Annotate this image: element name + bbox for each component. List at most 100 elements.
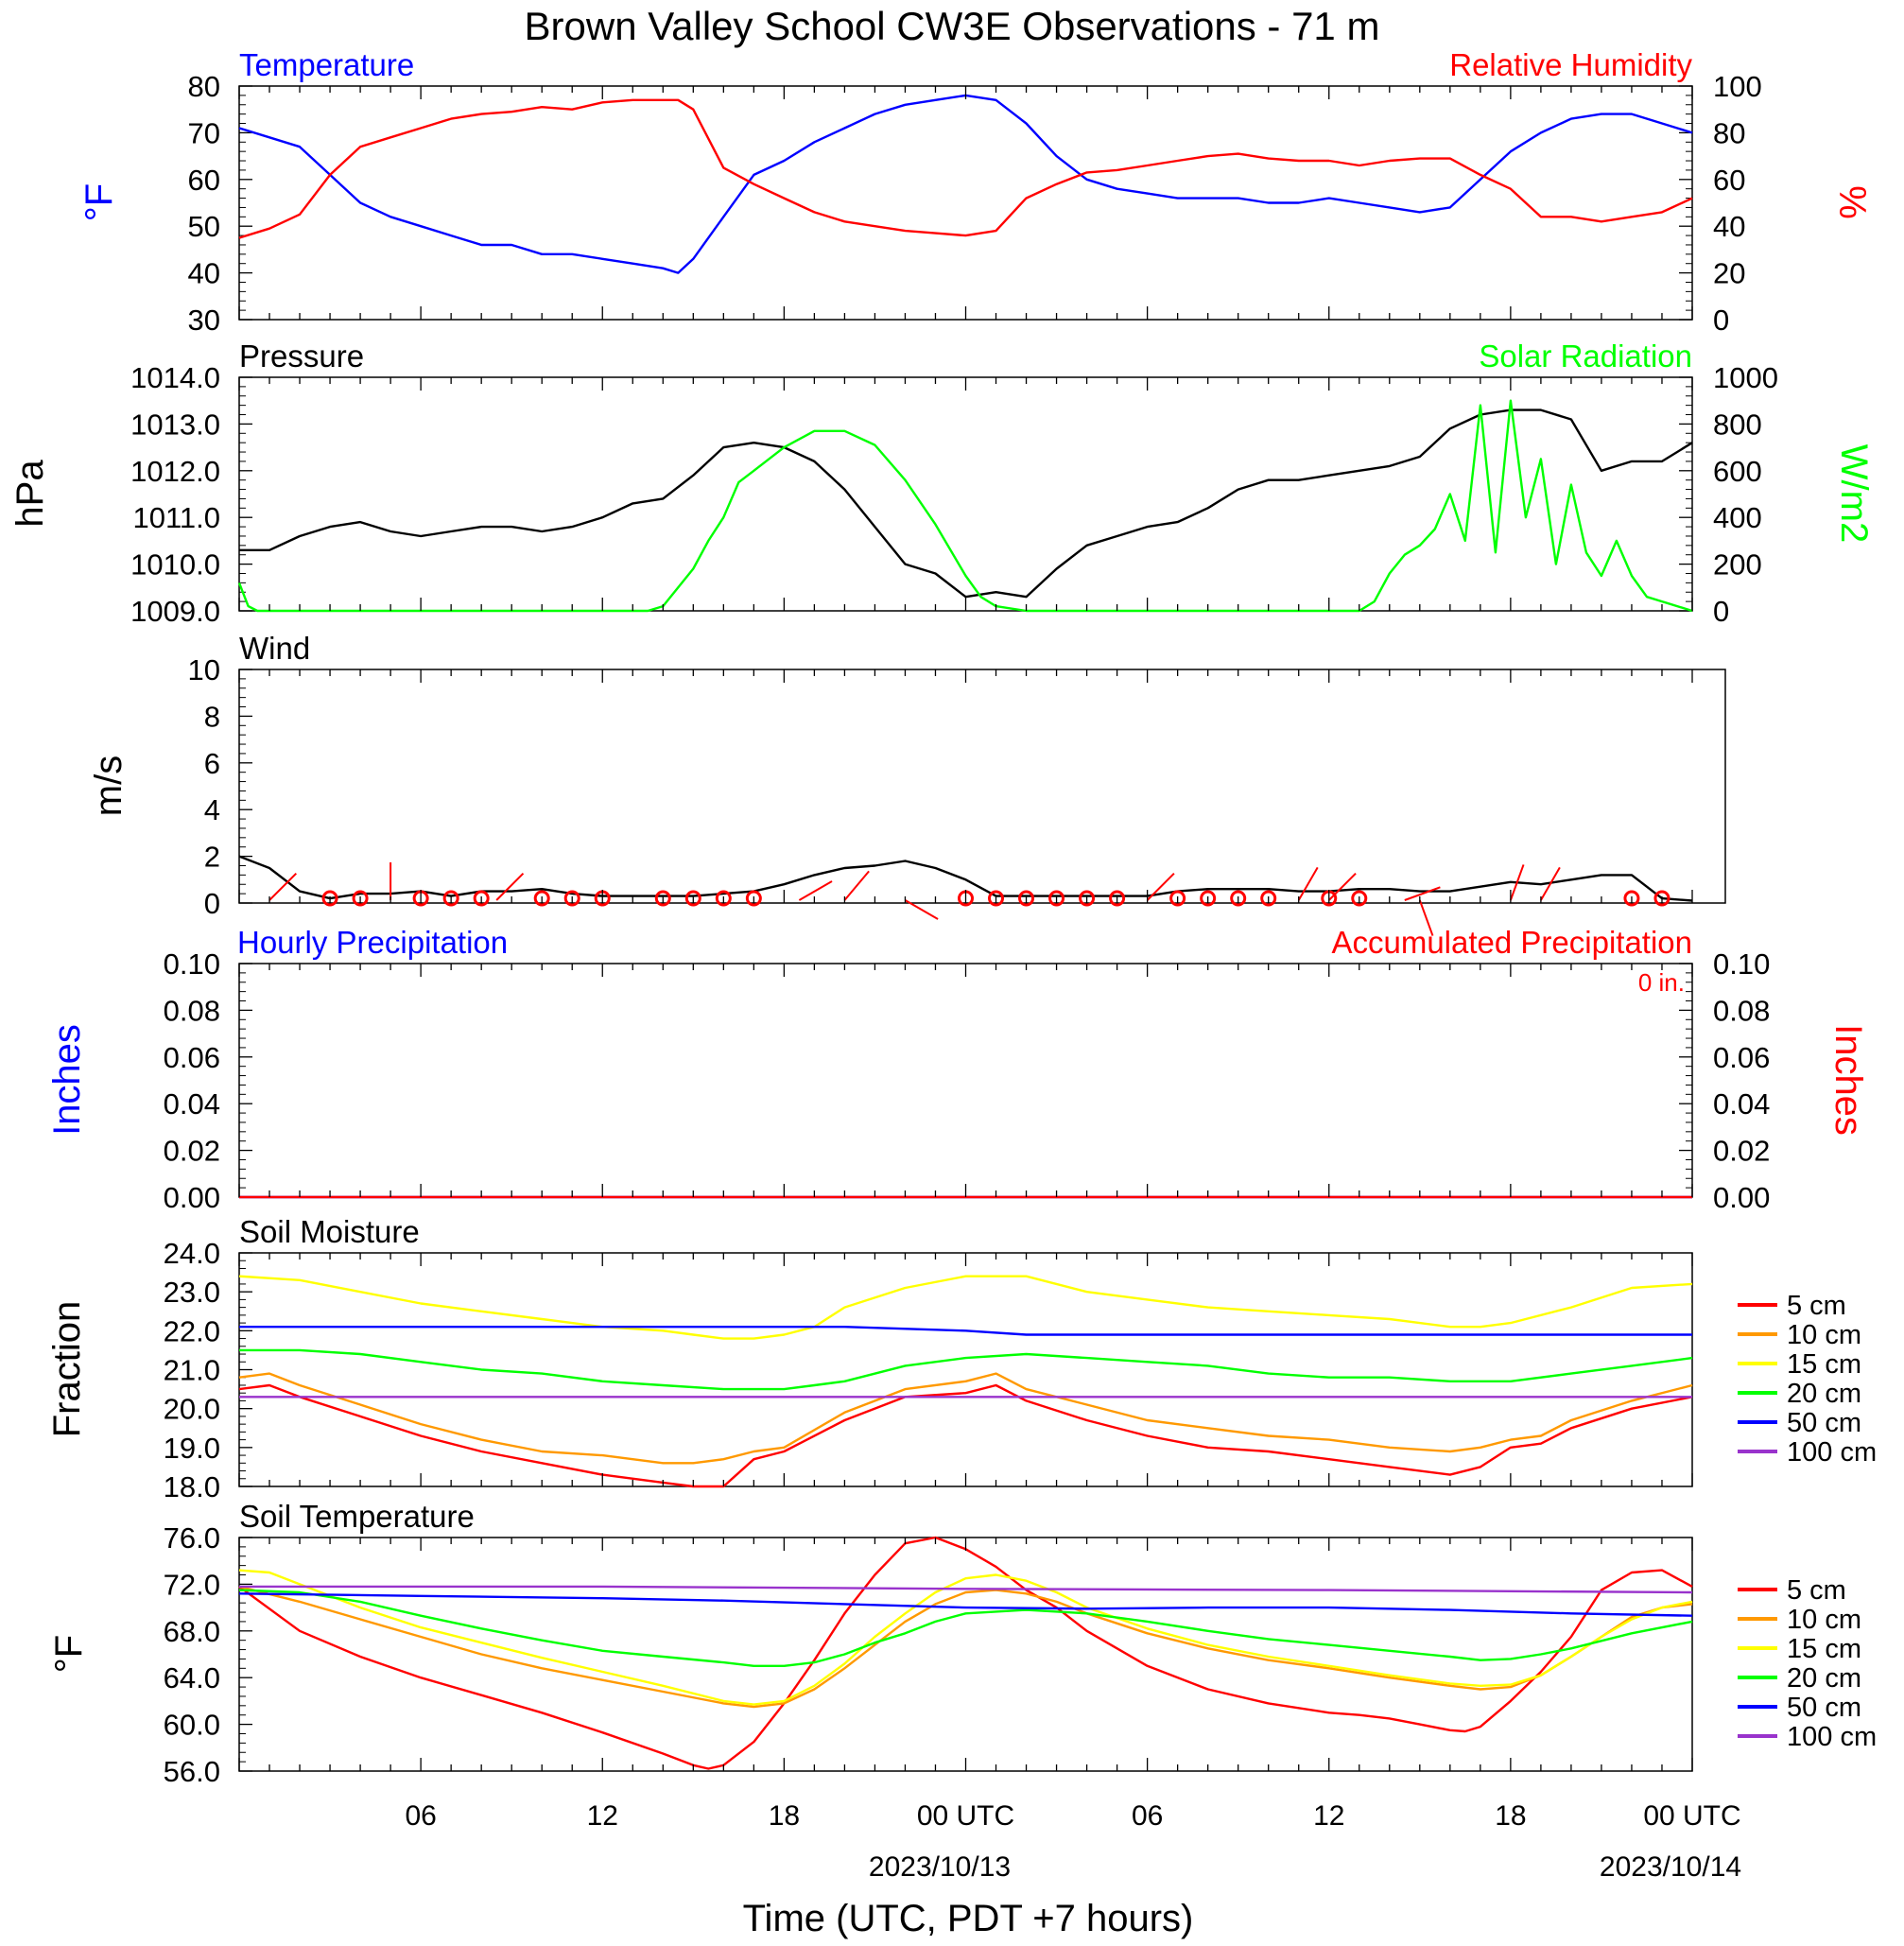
temperature-y-ticks: 30 40 50 60 70 80 <box>188 70 252 337</box>
20-cm-line <box>239 1348 1693 1391</box>
temperature-axis-label: °F <box>78 183 120 221</box>
soil-temperature-title: Soil Temperature <box>239 1499 475 1534</box>
legend-label: 5 cm <box>1787 1291 1846 1321</box>
10-cm-line <box>238 1372 1693 1465</box>
x-tick-label: 12 <box>1313 1800 1344 1832</box>
panel-soil-temperature: Soil Temperature °F 56.0 60.0 64.0 68.0 72.0… <box>48 1499 1877 1788</box>
x-ticks <box>238 1538 1693 1771</box>
y-tick-label: 100 <box>1713 70 1762 103</box>
y-tick-label: 4 <box>204 793 220 826</box>
calm-wind-marker <box>715 890 732 907</box>
accumulated-total-label: 0 in. <box>1638 968 1685 997</box>
calm-wind-marker <box>988 890 1005 907</box>
y-tick-label: 1013.0 <box>130 408 220 441</box>
x-tick-label: 00 UTC <box>1643 1800 1740 1832</box>
hourly-precipitation-title: Hourly Precipitation <box>237 925 508 960</box>
y-tick-label: 2 <box>204 841 220 874</box>
wind-barb <box>1509 864 1525 901</box>
y-tick-label: 22.0 <box>164 1314 220 1347</box>
y-tick-label: 0.02 <box>1713 1135 1770 1168</box>
soil-moisture-plot-frame <box>238 1252 1693 1487</box>
legend-label: 15 cm <box>1787 1634 1861 1664</box>
y-tick-label: 40 <box>1713 210 1745 243</box>
calm-wind-marker <box>1169 890 1186 907</box>
y-tick-label: 80 <box>1713 116 1745 149</box>
wind-barb <box>1328 873 1357 901</box>
y-tick-label: 76.0 <box>164 1521 220 1555</box>
soil-moisture-y-ticks: 18.0 19.0 20.0 21.0 22.0 23.0 24.0 <box>164 1237 252 1503</box>
relative-humidity-title: Relative Humidity <box>1449 47 1692 82</box>
hourly-precip-axis-label: Inches <box>46 1024 88 1136</box>
y-tick-label: 1000 <box>1713 361 1778 394</box>
wind-barb <box>843 870 870 901</box>
wind-markers <box>268 862 1670 936</box>
50-cm-line <box>239 1326 1692 1336</box>
y-tick-label: 20 <box>1713 257 1745 290</box>
precip-y-ticks-right: 0.00 0.02 0.04 0.06 0.08 0.10 <box>1679 947 1770 1214</box>
calm-wind-marker <box>1351 890 1368 907</box>
wind-barb <box>904 899 939 920</box>
calm-wind-marker <box>1109 890 1126 907</box>
x-tick-label: 12 <box>587 1800 618 1832</box>
temperature-rh-series <box>238 94 1693 274</box>
temperature-rh-plot-frame <box>238 85 1693 321</box>
x-date-label-1: 2023/10/13 <box>869 1851 1011 1883</box>
y-tick-label: 1014.0 <box>130 361 220 394</box>
pressure-solar-series <box>237 399 1693 613</box>
legend-label: 20 cm <box>1787 1663 1861 1694</box>
calm-wind-marker <box>1018 890 1035 907</box>
panel-precipitation: Hourly Precipitation Accumulated Precipi… <box>46 925 1869 1214</box>
calm-wind-marker <box>1230 890 1247 907</box>
legend-label: 15 cm <box>1787 1349 1861 1380</box>
y-tick-label: 10 <box>188 653 220 686</box>
calm-wind-marker <box>1623 890 1640 907</box>
calm-wind-marker <box>654 890 671 907</box>
x-ticks <box>238 86 1693 320</box>
y-tick-label: 72.0 <box>164 1568 220 1601</box>
calm-wind-marker <box>1653 890 1670 907</box>
wind-barb <box>1146 873 1175 901</box>
100-cm-line <box>239 1585 1693 1594</box>
legend-label: 5 cm <box>1787 1575 1846 1606</box>
y-tick-label: 64.0 <box>164 1661 220 1694</box>
accumulated-precipitation-title: Accumulated Precipitation <box>1331 925 1692 960</box>
x-axis: 06 12 18 00 UTC 06 12 18 00 UTC 2023/10/13 2023… <box>405 1800 1741 1939</box>
soil-moisture-title: Soil Moisture <box>239 1214 420 1249</box>
precipitation-plot-frame <box>238 963 1693 1198</box>
y-tick-label: 0.00 <box>164 1181 220 1214</box>
wind-barb <box>495 873 525 901</box>
y-tick-label: 50 <box>188 210 220 243</box>
50-cm-line <box>238 1592 1693 1617</box>
y-tick-label: 30 <box>188 304 220 337</box>
solar-radiation-line <box>237 399 1693 613</box>
x-ticks <box>238 964 1693 1197</box>
rh-y-ticks: 0 20 40 60 80 100 <box>1679 70 1762 337</box>
soil-temperature-plot-frame <box>238 1537 1693 1772</box>
figure-title: Brown Valley School CW3E Observations - … <box>525 4 1380 48</box>
x-tick-label: 00 UTC <box>917 1800 1014 1832</box>
15-cm-line <box>238 1569 1693 1706</box>
temperature-title: Temperature <box>239 47 414 82</box>
x-tick-label: 18 <box>769 1800 800 1832</box>
x-ticks <box>238 377 1693 611</box>
y-tick-label: 0 <box>1713 595 1729 628</box>
x-tick-labels: 06 12 18 00 UTC 06 12 18 00 UTC <box>405 1800 1740 1832</box>
y-tick-label: 1012.0 <box>130 455 220 488</box>
y-tick-label: 8 <box>204 700 220 733</box>
wind-barb <box>798 880 833 901</box>
accum-precip-axis-label: Inches <box>1827 1024 1869 1136</box>
legend-label: 100 cm <box>1787 1437 1877 1468</box>
5-cm-line <box>238 1536 1693 1770</box>
x-ticks <box>238 669 1693 903</box>
y-tick-label: 0.00 <box>1713 1181 1770 1214</box>
y-tick-label: 1010.0 <box>130 548 220 582</box>
y-tick-label: 80 <box>188 70 220 103</box>
calm-wind-marker <box>1200 890 1217 907</box>
solar-axis-label: W/m2 <box>1833 444 1875 543</box>
calm-wind-marker <box>321 890 338 907</box>
y-tick-label: 0.10 <box>164 947 220 981</box>
y-tick-label: 60.0 <box>164 1709 220 1742</box>
rh-axis-label: % <box>1831 185 1873 219</box>
